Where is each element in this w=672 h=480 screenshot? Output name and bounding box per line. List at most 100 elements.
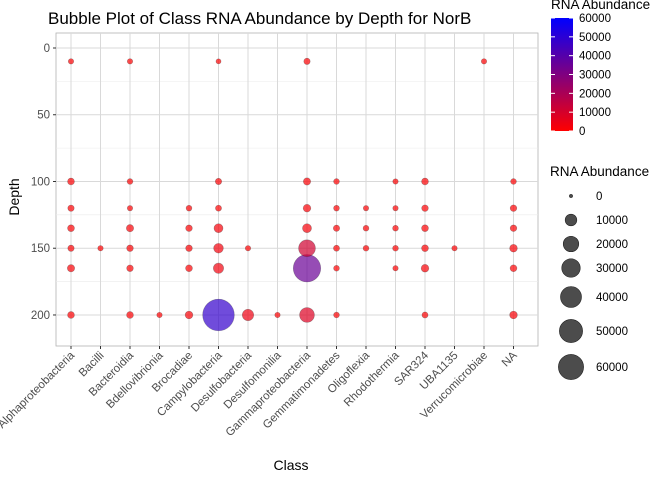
bubble (185, 244, 193, 252)
bubble (298, 239, 316, 257)
minor-gridlines (56, 81, 538, 282)
bubble (213, 243, 224, 254)
bubble (421, 177, 429, 186)
bubble (303, 57, 311, 65)
size-legend-key (559, 319, 583, 343)
bubble (333, 224, 340, 232)
bubble (185, 204, 193, 212)
bubble (213, 223, 224, 234)
y-axis-title: Depth (6, 178, 22, 215)
size-legend: RNA Abundance 0 10000 20000 30000 40000 50000… (550, 164, 649, 380)
bubble (392, 178, 399, 185)
bubble (333, 265, 340, 272)
bubble (244, 245, 252, 252)
bubble (126, 264, 134, 272)
bubble (392, 205, 399, 212)
bubble (421, 311, 429, 319)
bubble (302, 223, 312, 234)
size-legend-label: 0 (596, 191, 602, 203)
bubble (67, 311, 75, 319)
color-legend-title: RNA Abundance (551, 0, 650, 12)
bubble (421, 244, 429, 252)
bubble (126, 224, 134, 233)
bubble (509, 264, 518, 272)
bubble (215, 177, 222, 185)
y-axis-ticks: 0 50 100 150 200 (31, 43, 56, 322)
bubble (215, 58, 222, 65)
bubble (299, 307, 315, 323)
size-legend-label: 20000 (596, 239, 628, 251)
colorbar (551, 18, 573, 131)
bubble (292, 254, 322, 283)
bubble (420, 264, 430, 273)
bubble (241, 308, 255, 321)
y-tick-label: 50 (37, 110, 50, 122)
bubble (185, 224, 193, 232)
bubble (156, 311, 163, 319)
size-legend-label: 50000 (596, 326, 628, 338)
bubble (392, 245, 399, 252)
bubble (215, 204, 222, 212)
bubble (510, 178, 517, 185)
bubble (126, 178, 134, 185)
bubble (213, 262, 224, 274)
y-tick-label: 100 (31, 176, 50, 188)
x-tick-label: Alphaproteobacteria (0, 349, 78, 431)
bubble (421, 204, 429, 212)
plot-panel (55, 32, 539, 347)
bubble (67, 58, 75, 65)
bubble (126, 205, 134, 212)
bubble (303, 177, 311, 186)
size-legend-keys: 0 10000 20000 30000 40000 50000 60000 (558, 191, 628, 380)
size-legend-key (569, 194, 573, 198)
bubble (509, 204, 518, 212)
bubble-layer (67, 57, 518, 332)
bubble (392, 265, 399, 272)
colorbar-label: 50000 (579, 32, 611, 44)
chart-title: Bubble Plot of Class RNA Abundance by De… (48, 9, 471, 28)
size-legend-label: 40000 (596, 292, 628, 304)
bubble (67, 204, 75, 212)
bubble (362, 225, 370, 232)
bubble (509, 224, 518, 232)
size-legend-key (562, 235, 580, 253)
bubble (333, 178, 340, 185)
x-axis-ticks: Alphaproteobacteria BacilliBacteroidiaBde… (0, 346, 520, 439)
bubble (67, 244, 75, 252)
bubble (202, 298, 235, 332)
bubble (184, 310, 194, 320)
bubble (509, 310, 518, 320)
bubble (509, 244, 518, 253)
bubble (302, 204, 312, 213)
colorbar-ticks: 0 10000 20000 30000 40000 50000 60000 (551, 13, 611, 138)
y-tick-label: 150 (31, 243, 50, 255)
y-tick-label: 0 (44, 43, 50, 55)
bubble (333, 244, 340, 252)
bubble (362, 245, 370, 252)
colorbar-label: 20000 (579, 88, 611, 100)
bubble (126, 58, 134, 65)
bubble (480, 58, 488, 65)
major-gridlines (56, 33, 538, 346)
size-legend-key (564, 213, 578, 227)
size-legend-label: 60000 (596, 362, 628, 374)
size-legend-label: 10000 (596, 215, 628, 227)
bubble (274, 311, 281, 319)
y-tick-label: 200 (31, 310, 50, 322)
bubble (421, 224, 429, 232)
color-legend: RNA Abundance 0 10000 20000 30000 40000 50000… (551, 0, 650, 138)
bubble (392, 225, 399, 232)
bubble (333, 204, 340, 212)
bubble (67, 177, 75, 186)
colorbar-label: 0 (579, 126, 585, 138)
colorbar-label: 40000 (579, 51, 611, 63)
bubble (362, 205, 370, 212)
x-tick-label: NA (500, 349, 520, 369)
size-legend-title: RNA Abundance (550, 164, 649, 179)
size-legend-label: 30000 (596, 263, 628, 275)
bubble (67, 264, 75, 273)
bubble (126, 311, 134, 319)
size-legend-key (561, 258, 581, 278)
colorbar-label: 60000 (579, 13, 611, 25)
